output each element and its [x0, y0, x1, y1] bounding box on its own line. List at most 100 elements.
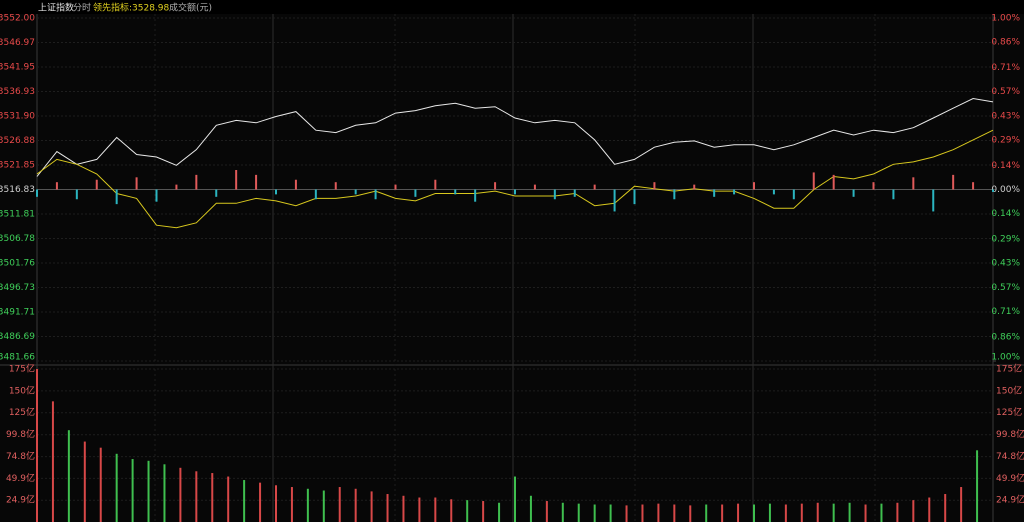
volume-bar	[912, 500, 915, 522]
volume-bar	[737, 503, 740, 522]
y2-tick-label: 24.9亿	[996, 494, 1024, 506]
diff-bar	[494, 182, 497, 190]
diff-bar	[753, 182, 755, 190]
diff-bar	[772, 189, 775, 195]
diff-bar	[474, 189, 477, 202]
y-tick-label: 3501.76	[0, 258, 35, 268]
y-tick-label: 3491.71	[0, 307, 35, 317]
diff-bar	[872, 182, 875, 190]
diff-bar	[653, 182, 656, 190]
volume-bar	[434, 497, 437, 522]
y-tick-label: 175亿	[9, 363, 35, 375]
y-tick-label: 74.8亿	[6, 450, 35, 462]
y-tick-label: 49.9亿	[6, 472, 35, 484]
volume-bar	[880, 503, 883, 522]
volume-bar	[83, 441, 86, 522]
diff-bar	[135, 177, 138, 190]
header-bar	[0, 0, 1024, 14]
volume-bar	[418, 497, 421, 522]
diff-bar	[294, 179, 297, 190]
y2-tick-label: 0.57%	[991, 283, 1020, 293]
volume-bar	[657, 503, 660, 522]
volume-bar	[561, 502, 564, 522]
y2-tick-label: 1.00%	[991, 14, 1020, 24]
y2-tick-label: 175亿	[996, 363, 1022, 375]
header-mode: 分时	[73, 2, 91, 14]
volume-bar	[163, 464, 166, 522]
diff-bar	[533, 184, 536, 190]
volume-bar	[402, 495, 405, 522]
volume-bar	[529, 495, 532, 522]
volume-bar	[944, 494, 947, 522]
y2-tick-label: 49.9亿	[996, 472, 1024, 484]
y2-tick-label: 0.14%	[991, 209, 1020, 219]
volume-bar	[450, 499, 453, 522]
y2-tick-label: 0.71%	[991, 63, 1020, 73]
y2-tick-label: 0.29%	[991, 135, 1020, 145]
y-tick-label: 3536.93	[0, 87, 35, 97]
volume-bar	[816, 502, 819, 522]
diff-bar	[613, 189, 616, 212]
volume-bar	[466, 500, 469, 522]
volume-bar	[800, 503, 803, 522]
y2-tick-label: 0.14%	[991, 161, 1020, 171]
diff-bar	[812, 172, 815, 190]
volume-bar	[705, 504, 708, 522]
y2-tick-label: 99.8亿	[996, 428, 1024, 440]
volume-bar	[641, 504, 644, 522]
y-tick-label: 3481.66	[0, 353, 35, 363]
y-tick-label: 24.9亿	[6, 494, 35, 506]
volume-bar	[545, 501, 548, 522]
y2-tick-label: 0.00%	[991, 185, 1020, 195]
volume-bar	[370, 491, 373, 522]
y2-tick-label: 0.29%	[991, 235, 1020, 245]
volume-bar	[354, 488, 357, 522]
diff-bar	[573, 189, 576, 197]
y2-tick-label: 0.43%	[991, 111, 1020, 121]
diff-bar	[235, 169, 238, 190]
volume-bar	[609, 504, 612, 522]
diff-bar	[95, 179, 98, 190]
diff-bar	[693, 184, 696, 190]
y2-tick-label: 150亿	[996, 384, 1022, 396]
y-tick-label: 99.8亿	[6, 428, 35, 440]
y-tick-label: 3516.83	[0, 185, 35, 195]
volume-bar	[689, 505, 692, 522]
volume-bar	[514, 476, 516, 522]
diff-bar	[434, 179, 437, 190]
diff-bar	[553, 189, 556, 200]
diff-bar	[255, 174, 258, 190]
volume-bar	[976, 450, 979, 522]
diff-bar	[275, 189, 277, 195]
volume-bar	[768, 503, 771, 522]
volume-bar	[721, 504, 724, 522]
volume-bar	[131, 459, 134, 522]
volume-bar	[67, 430, 70, 522]
volume-bar	[211, 473, 214, 522]
y-tick-label: 3511.81	[0, 209, 35, 219]
volume-bar	[338, 487, 341, 522]
volume-bar	[179, 467, 182, 522]
volume-bar	[195, 471, 198, 522]
volume-bar	[832, 503, 835, 522]
volume-bar	[498, 502, 501, 522]
y2-tick-label: 0.43%	[991, 259, 1020, 269]
diff-bar	[673, 189, 676, 200]
y-tick-label: 3506.78	[0, 234, 35, 244]
header-title: 上证指数	[38, 2, 74, 14]
y2-tick-label: 1.00%	[991, 353, 1020, 363]
y-tick-label: 3546.97	[0, 38, 35, 48]
diff-bar	[414, 189, 417, 197]
volume-bar	[386, 494, 389, 522]
y-tick-label: 150亿	[9, 384, 35, 396]
volume-bar	[51, 401, 54, 522]
volume-bar	[275, 485, 277, 522]
volume-bar	[577, 503, 580, 522]
volume-bar	[227, 476, 230, 522]
diff-bar	[514, 189, 516, 195]
y2-tick-label: 74.8亿	[996, 450, 1024, 462]
diff-bar	[374, 189, 377, 200]
y-tick-label: 3486.69	[0, 332, 35, 342]
